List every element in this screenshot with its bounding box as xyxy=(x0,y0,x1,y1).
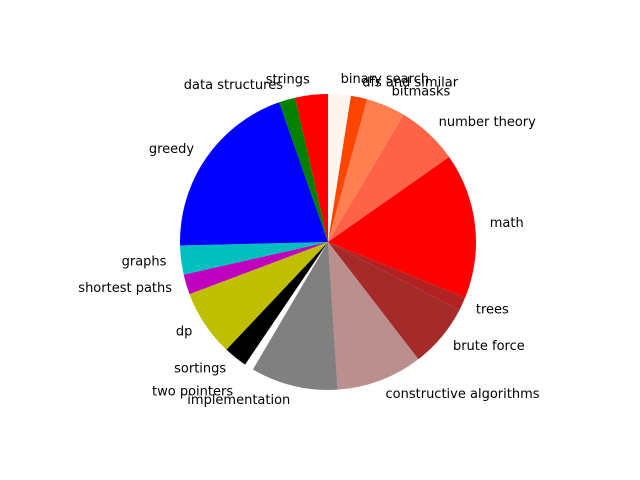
pie-slice-math xyxy=(328,156,477,298)
pie-label-data-structures: data structures xyxy=(184,78,283,93)
pie-slice-shortest-paths xyxy=(183,242,328,295)
pie-slice-brute-force xyxy=(328,242,460,360)
pie-label-graphs: graphs xyxy=(122,254,167,269)
pie-label-number-theory: number theory xyxy=(439,115,537,130)
pie-label-dfs-and-similar: dfs and similar xyxy=(362,75,459,90)
pie-slice-two-pointers xyxy=(237,254,321,383)
pie-slice-sortings xyxy=(226,242,328,365)
pie-slice-graphs xyxy=(180,242,328,275)
pie-label-strings: strings xyxy=(266,73,310,88)
pie-label-shortest-paths: shortest paths xyxy=(78,281,172,296)
pie-slice-greedy xyxy=(179,102,328,246)
pie-slice-dp xyxy=(189,242,328,350)
pie-label-brute-force: brute force xyxy=(453,339,525,354)
pie-label-bitmasks: bitmasks xyxy=(392,85,451,100)
pie-slice-number-theory xyxy=(328,114,450,242)
pie-label-trees: trees xyxy=(476,303,509,318)
pie-label-greedy: greedy xyxy=(149,142,195,157)
pie-slice-dfs-and-similar xyxy=(328,95,368,243)
pie-slice-data-structures xyxy=(279,97,328,243)
pie-slice-bitmasks xyxy=(328,99,404,243)
pie-label-implementation: implementation xyxy=(187,393,290,408)
pie-slice-constructive-algorithms xyxy=(328,242,419,390)
pie-slice-binary-search xyxy=(328,94,351,242)
pie-slice-implementation xyxy=(252,242,338,390)
pie-slice-strings xyxy=(295,94,328,242)
pie-label-sortings: sortings xyxy=(174,362,226,377)
pie-label-binary-search: binary search xyxy=(341,72,429,87)
pie-slices xyxy=(179,94,477,390)
pie-label-dp: dp xyxy=(176,325,193,340)
pie-label-math: math xyxy=(490,216,524,231)
pie-label-two-pointers: two pointers xyxy=(152,385,233,400)
pie-slice-trees xyxy=(328,242,466,311)
pie-label-constructive-algorithms: constructive algorithms xyxy=(386,387,540,402)
